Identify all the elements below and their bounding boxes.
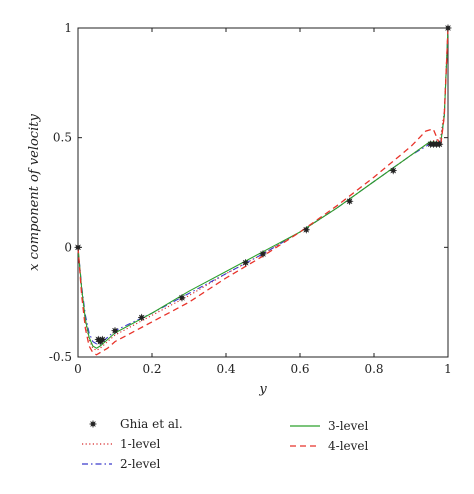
- legend-item: Ghia et al.: [88, 417, 183, 431]
- legend-label: 2-level: [120, 457, 161, 471]
- legend-item: 2-level: [82, 457, 161, 471]
- x-tick-label: 0.8: [364, 362, 383, 376]
- legend-label: Ghia et al.: [120, 417, 183, 431]
- legend-item: 4-level: [290, 439, 369, 453]
- data-point: [73, 242, 83, 252]
- data-point: [110, 326, 120, 336]
- y-axis-label: x component of velocity: [27, 114, 42, 271]
- legend: Ghia et al. 1-level 2-level 3-level 4-level: [82, 417, 369, 471]
- plot-area: [73, 23, 453, 356]
- series-line-1-level: [77, 27, 449, 352]
- series-line-4-level: [77, 27, 449, 356]
- x-axis-label: y: [258, 382, 267, 397]
- legend-label: 3-level: [328, 419, 369, 433]
- x-tick-label: 1: [444, 362, 452, 376]
- data-point: [435, 139, 444, 149]
- data-point: [258, 249, 268, 259]
- data-point: [98, 335, 107, 344]
- legend-item: 3-level: [290, 419, 369, 433]
- legend-label: 4-level: [328, 439, 369, 453]
- series-line-3-level: [77, 27, 449, 349]
- plot-frame: [77, 27, 449, 358]
- data-point: [443, 23, 453, 33]
- series-line-2-level: [77, 27, 449, 345]
- x-tick-label: 0.2: [142, 362, 161, 376]
- x-tick-label: 0.6: [290, 362, 309, 376]
- x-tick-label: 0: [74, 362, 82, 376]
- data-point: [177, 293, 187, 303]
- legend-item: 1-level: [82, 437, 161, 451]
- data-point: [301, 225, 311, 235]
- y-tick-label: -0.5: [49, 350, 72, 364]
- legend-label: 1-level: [120, 437, 161, 451]
- x-tick-label: 0.4: [216, 362, 235, 376]
- data-point: [137, 313, 146, 322]
- y-tick-label: 1: [64, 21, 72, 35]
- legend-marker: [88, 419, 98, 429]
- y-tick-label: 0.5: [53, 131, 72, 145]
- y-tick-label: 0: [64, 240, 72, 254]
- series-markers-ghia: [73, 23, 453, 346]
- data-point: [241, 258, 250, 268]
- data-point: [345, 196, 354, 206]
- data-point: [388, 166, 398, 175]
